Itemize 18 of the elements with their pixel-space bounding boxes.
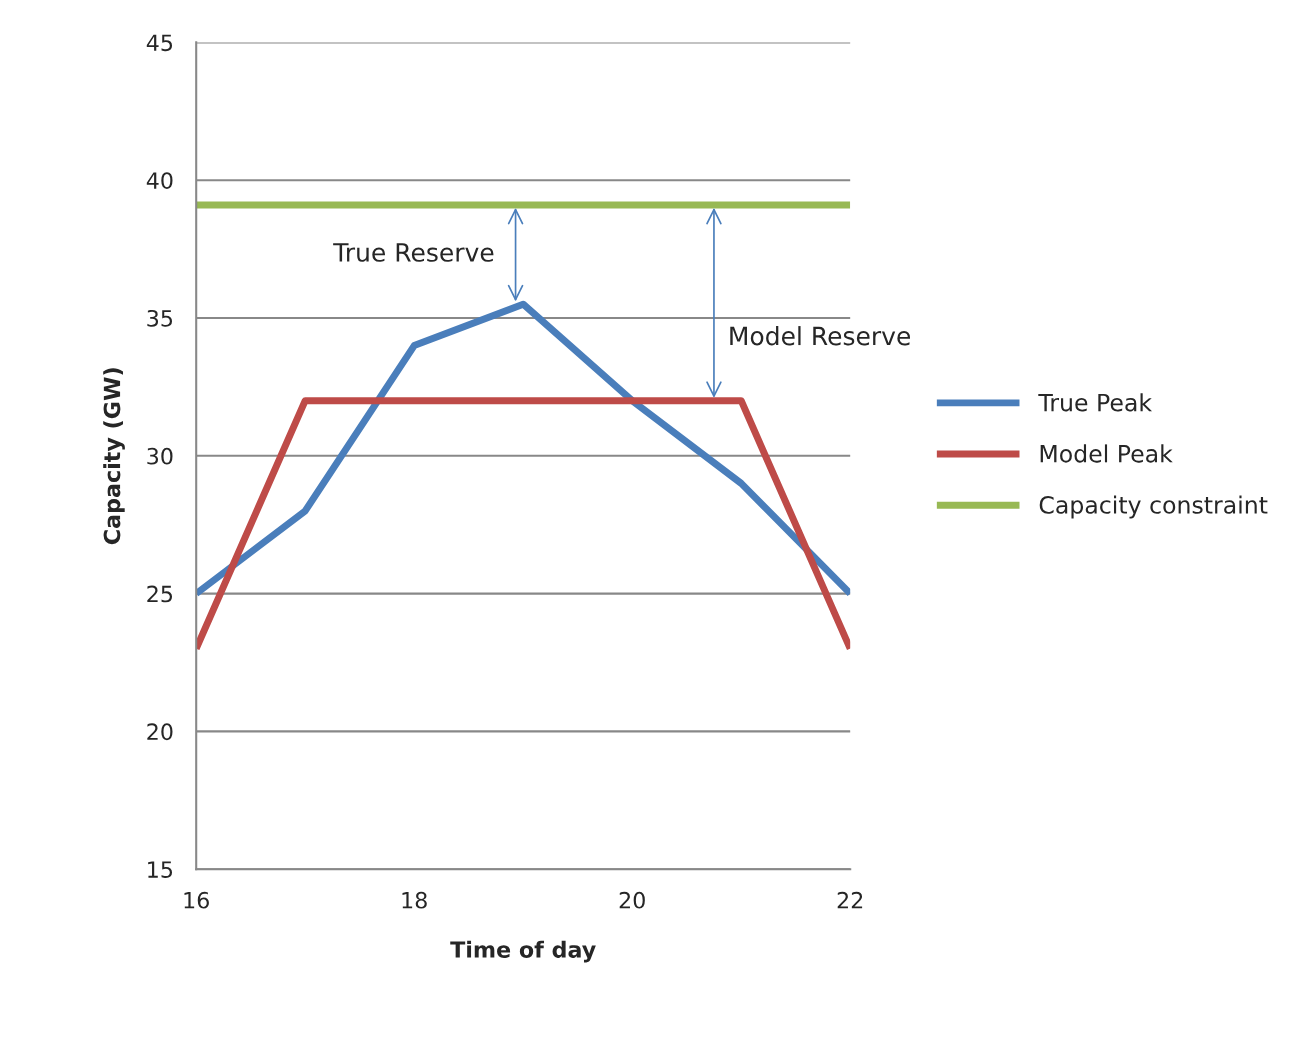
legend-label: True Peak: [1038, 393, 1152, 412]
annotation: Model Reserve: [730, 326, 910, 346]
y-tick-label: 30: [147, 447, 173, 465]
y-tick-label: 25: [147, 585, 173, 603]
annotation: True Reserve: [333, 243, 494, 262]
y-tick-label: 45: [146, 34, 173, 52]
y-tick-label: 35: [147, 309, 173, 327]
y-tick-label: 20: [147, 723, 173, 741]
y-tick-label: 40: [146, 172, 173, 189]
x-tick-label: 18: [402, 891, 427, 909]
y-tick-label: 15: [148, 861, 173, 878]
x-tick-label: 16: [184, 891, 209, 909]
x-tick-label: 20: [619, 891, 645, 909]
legend-label: Model Peak: [1040, 444, 1173, 463]
x-tick-label: 22: [837, 891, 863, 909]
legend-label: Capacity constraint: [1039, 495, 1268, 519]
y-axis-title: Capacity (GW): [103, 368, 125, 545]
x-axis-title: Time of day: [450, 940, 596, 963]
